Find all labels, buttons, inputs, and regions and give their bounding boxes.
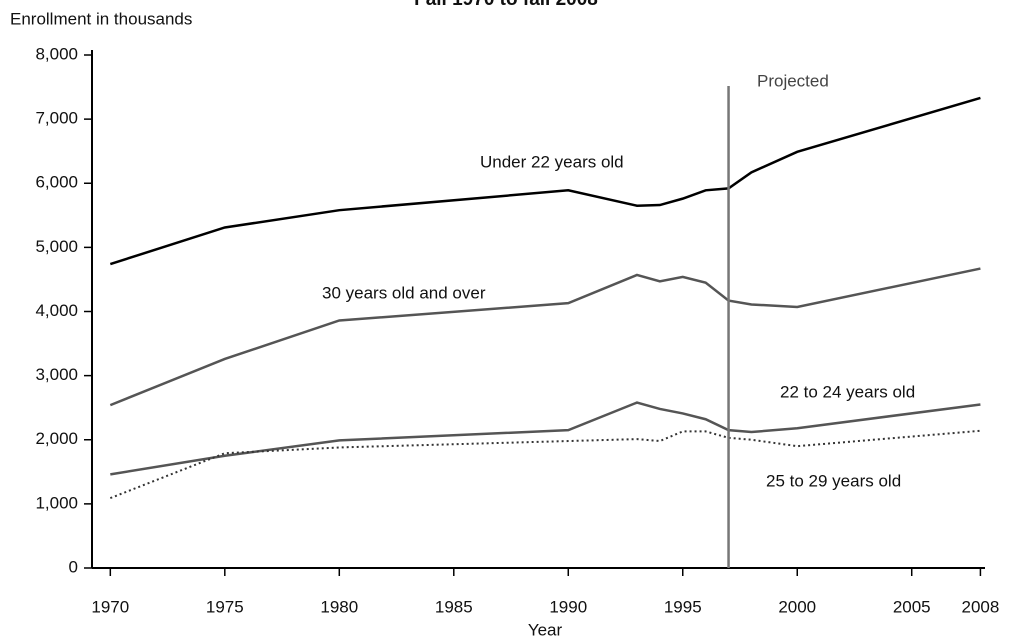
x-tick-label: 1975 [206, 597, 244, 616]
y-axis-label: Enrollment in thousands [10, 9, 192, 28]
y-tick-label: 6,000 [35, 173, 78, 192]
series-line [110, 401, 981, 476]
y-tick-label: 3,000 [35, 365, 78, 384]
series-line [109, 96, 981, 266]
x-tick-label: 2000 [778, 597, 816, 616]
x-tick-label: 2008 [962, 597, 1000, 616]
y-tick-label: 4,000 [35, 301, 78, 320]
projection-label: Projected [757, 71, 829, 90]
series-line [109, 429, 981, 500]
series-label: 30 years old and over [322, 283, 486, 302]
series-label: 22 to 24 years old [780, 382, 915, 401]
series-line [109, 267, 981, 407]
x-tick-label: 1985 [435, 597, 473, 616]
series-label: 25 to 29 years old [766, 471, 901, 490]
chart-title: Fall 1970 to fall 2008 [414, 0, 598, 10]
y-tick-label: 0 [69, 557, 78, 576]
y-tick-label: 8,000 [35, 44, 78, 63]
y-tick-label: 7,000 [35, 109, 78, 128]
y-tick-label: 1,000 [35, 493, 78, 512]
x-tick-label: 1970 [91, 597, 129, 616]
x-tick-label: 1990 [549, 597, 587, 616]
y-tick-label: 5,000 [35, 237, 78, 256]
series-label: Under 22 years old [480, 152, 624, 171]
x-tick-label: 1995 [664, 597, 702, 616]
x-tick-label: 2005 [893, 597, 931, 616]
y-tick-label: 2,000 [35, 429, 78, 448]
x-tick-label: 1980 [320, 597, 358, 616]
x-axis-label: Year [528, 620, 563, 639]
